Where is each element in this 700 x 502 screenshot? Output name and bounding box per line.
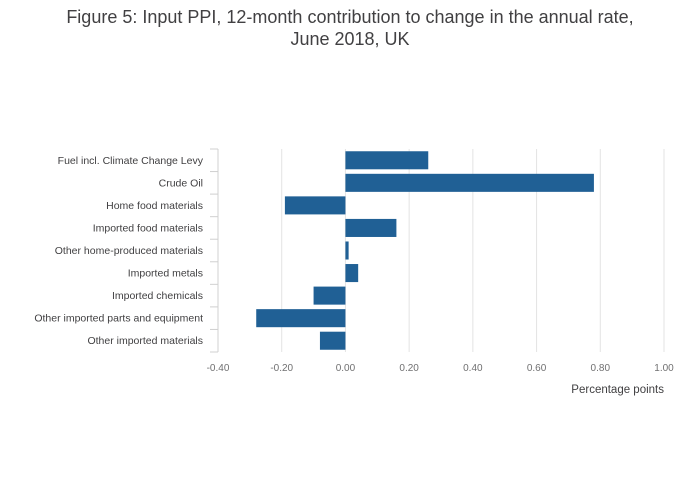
chart-title-line-1: Figure 5: Input PPI, 12-month contributi…	[66, 7, 634, 27]
category-label: Imported food materials	[93, 222, 203, 234]
category-label: Crude Oil	[159, 177, 203, 189]
chart-title-line-2: June 2018, UK	[290, 29, 410, 49]
bar	[345, 173, 594, 192]
bar	[313, 286, 346, 305]
x-tick-label: -0.40	[207, 363, 230, 374]
category-label: Home food materials	[106, 200, 203, 212]
bar	[345, 151, 429, 170]
category-label: Imported metals	[128, 268, 203, 280]
bar	[284, 196, 346, 215]
bars	[256, 151, 594, 350]
x-tick-label: 0.60	[527, 363, 547, 374]
x-tick-label: -0.20	[270, 363, 293, 374]
x-tick-label: 0.40	[463, 363, 483, 374]
bar	[345, 264, 359, 283]
category-label: Other home-produced materials	[55, 245, 203, 257]
x-axis-title: Percentage points	[571, 384, 664, 396]
chart-title: Figure 5: Input PPI, 12-month contributi…	[0, 6, 700, 50]
x-tick-label: 0.80	[591, 363, 611, 374]
bar	[345, 241, 349, 260]
x-tick-label: 0.00	[336, 363, 356, 374]
x-tick-labels: -0.40 -0.20 0.00 0.20 0.40 0.60 0.80 1.00	[207, 363, 675, 374]
category-label: Imported chemicals	[112, 290, 203, 302]
x-tick-label: 0.20	[399, 363, 419, 374]
category-label: Fuel incl. Climate Change Levy	[58, 155, 204, 167]
y-axis	[210, 148, 219, 353]
category-labels: Fuel incl. Climate Change Levy Crude Oil H…	[34, 155, 203, 347]
bar	[256, 309, 346, 328]
bar	[319, 331, 346, 350]
bar	[345, 218, 397, 237]
category-label: Other imported materials	[87, 335, 203, 347]
x-tick-label: 1.00	[654, 363, 674, 374]
category-label: Other imported parts and equipment	[34, 313, 203, 325]
